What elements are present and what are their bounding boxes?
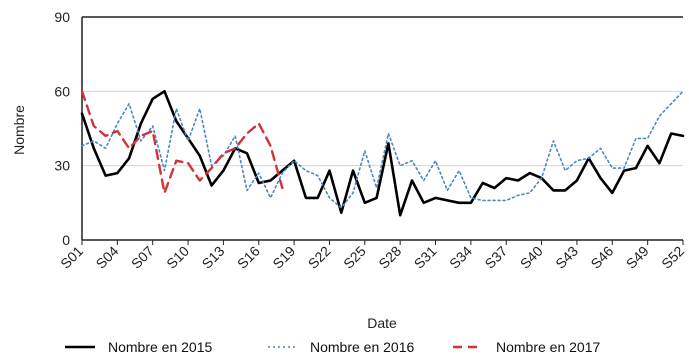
- x-tick-label: S40: [517, 243, 546, 272]
- x-tick-label: S25: [340, 243, 369, 272]
- legend: Nombre en 2015 Nombre en 2016 Nombre en 20…: [65, 339, 601, 355]
- y-axis-title: Nombre: [11, 105, 27, 155]
- legend-label-1: Nombre en 2015: [108, 339, 213, 355]
- x-tick-label: S52: [658, 243, 687, 272]
- x-tick-label: S22: [305, 243, 334, 272]
- x-tick-label: S07: [128, 243, 157, 272]
- x-tick-label: S16: [234, 243, 263, 272]
- y-tick-labels: 0 30 60 90: [54, 9, 70, 248]
- legend-label-2: Nombre en 2016: [310, 339, 415, 355]
- x-tick-label: S28: [375, 243, 404, 272]
- x-tick-label: S43: [552, 243, 581, 272]
- series-line-3: [80, 90, 284, 195]
- series-lines: [80, 90, 685, 217]
- x-tick-label: S34: [446, 243, 475, 272]
- y-tick-label: 30: [54, 158, 70, 174]
- y-tick-label: 60: [54, 83, 70, 99]
- x-tick-label: S37: [481, 243, 510, 272]
- series-line-1: [80, 90, 685, 217]
- x-axis-title: Date: [367, 315, 397, 331]
- y-tick-label: 0: [62, 232, 70, 248]
- plot-frame: [81, 16, 683, 241]
- legend-label-3: Nombre en 2017: [496, 339, 601, 355]
- y-tick-label: 90: [54, 9, 70, 25]
- x-tick-label: S31: [411, 243, 440, 272]
- x-tick-labels: S01 S04 S07 S10 S13 S16 S19 S22 S25 S28 S31 S34 S37 S…: [57, 240, 687, 272]
- x-tick-label: S19: [269, 243, 298, 272]
- x-tick-label: S10: [163, 243, 192, 272]
- x-tick-label: S49: [623, 243, 652, 272]
- x-tick-label: S46: [587, 243, 616, 272]
- x-tick-label: S04: [93, 243, 122, 272]
- x-tick-label: S13: [199, 243, 228, 272]
- grid-lines: [82, 16, 683, 167]
- series-line-2: [81, 90, 684, 209]
